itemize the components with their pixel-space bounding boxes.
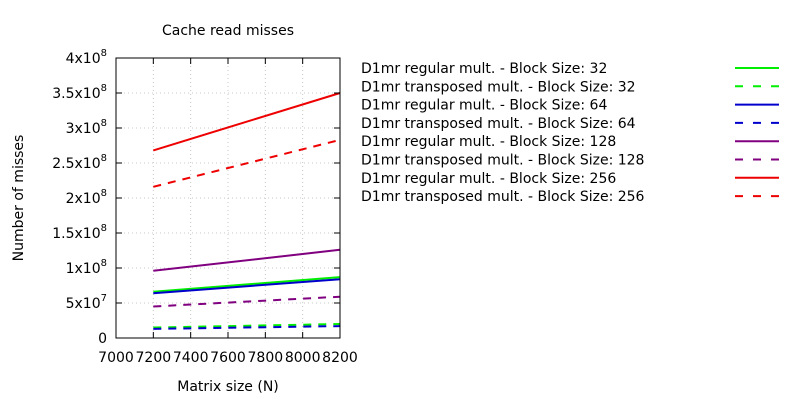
y-tick-label-base: 5x10 bbox=[66, 296, 101, 312]
series-line bbox=[153, 138, 341, 188]
series-line bbox=[153, 325, 341, 330]
y-tick-label-base: 3.5x10 bbox=[52, 86, 100, 102]
y-tick-label: 5x107 bbox=[66, 293, 107, 312]
y-tick-labels: 05x1071x1081.5x1082x1082.5x1083x1083.5x1… bbox=[52, 48, 107, 347]
y-tick-label: 1.5x108 bbox=[52, 223, 107, 242]
y-tick-label-exponent: 8 bbox=[101, 83, 107, 94]
x-tick-label: 7800 bbox=[248, 350, 284, 366]
y-tick-label-base: 1x10 bbox=[66, 261, 101, 277]
y-tick-label-base: 2x10 bbox=[66, 191, 101, 207]
y-tick-label-exponent: 8 bbox=[101, 223, 107, 234]
y-tick-label-exponent: 8 bbox=[101, 48, 107, 59]
x-tick-label: 7600 bbox=[210, 350, 246, 366]
y-tick-label: 4x108 bbox=[66, 48, 107, 67]
legend: D1mr regular mult. - Block Size: 32 D1mr … bbox=[361, 61, 779, 205]
y-tick-label: 2.5x108 bbox=[52, 153, 107, 172]
y-tick-label-base: 4x10 bbox=[66, 51, 101, 67]
legend-entry-label: D1mr regular mult. - Block Size: 128 bbox=[361, 134, 616, 150]
series-line bbox=[153, 248, 341, 272]
y-tick-label: 3.5x108 bbox=[52, 83, 107, 102]
legend-entry-label: D1mr transposed mult. - Block Size: 256 bbox=[361, 189, 645, 205]
y-tick-label-base: 0 bbox=[98, 331, 107, 347]
y-tick-label-exponent: 8 bbox=[101, 258, 107, 269]
series-line bbox=[153, 92, 341, 152]
y-tick-label-exponent: 7 bbox=[101, 293, 107, 304]
x-tick-label: 8200 bbox=[322, 350, 358, 366]
grid-lines bbox=[116, 58, 340, 338]
axis-ticks bbox=[115, 57, 341, 339]
y-tick-label: 1x108 bbox=[66, 258, 107, 277]
legend-entry-label: D1mr transposed mult. - Block Size: 128 bbox=[361, 153, 644, 169]
y-tick-label: 3x108 bbox=[66, 118, 107, 137]
series-line bbox=[153, 276, 341, 293]
y-tick-label-exponent: 8 bbox=[101, 188, 107, 199]
legend-entry-label: D1mr transposed mult. - Block Size: 64 bbox=[361, 116, 636, 132]
y-tick-label: 0 bbox=[98, 331, 107, 347]
y-axis-label: Number of misses bbox=[11, 135, 27, 262]
legend-entry-label: D1mr regular mult. - Block Size: 64 bbox=[361, 98, 607, 114]
y-tick-label-exponent: 8 bbox=[101, 118, 107, 129]
legend-entry-label: D1mr transposed mult. - Block Size: 32 bbox=[361, 79, 636, 95]
legend-entry-label: D1mr regular mult. - Block Size: 32 bbox=[361, 61, 607, 77]
y-tick-label: 2x108 bbox=[66, 188, 107, 207]
legend-entry-label: D1mr regular mult. - Block Size: 256 bbox=[361, 171, 616, 187]
series-line bbox=[153, 295, 341, 308]
x-tick-labels: 7000 7200 7400 7600 7800 8000 8200 bbox=[98, 350, 358, 366]
series-lines bbox=[153, 92, 341, 330]
x-tick-label: 8000 bbox=[285, 350, 321, 366]
x-tick-label: 7000 bbox=[98, 350, 134, 366]
x-tick-label: 7200 bbox=[136, 350, 172, 366]
x-axis-label: Matrix size (N) bbox=[177, 379, 279, 395]
y-tick-label-base: 1.5x10 bbox=[52, 226, 100, 242]
y-tick-label-base: 3x10 bbox=[66, 121, 101, 137]
y-tick-label-base: 2.5x10 bbox=[52, 156, 100, 172]
y-tick-label-exponent: 8 bbox=[101, 153, 107, 164]
x-tick-label: 7400 bbox=[173, 350, 209, 366]
series-line bbox=[153, 323, 341, 329]
series-line bbox=[153, 278, 341, 295]
chart-title: Cache read misses bbox=[162, 23, 294, 39]
